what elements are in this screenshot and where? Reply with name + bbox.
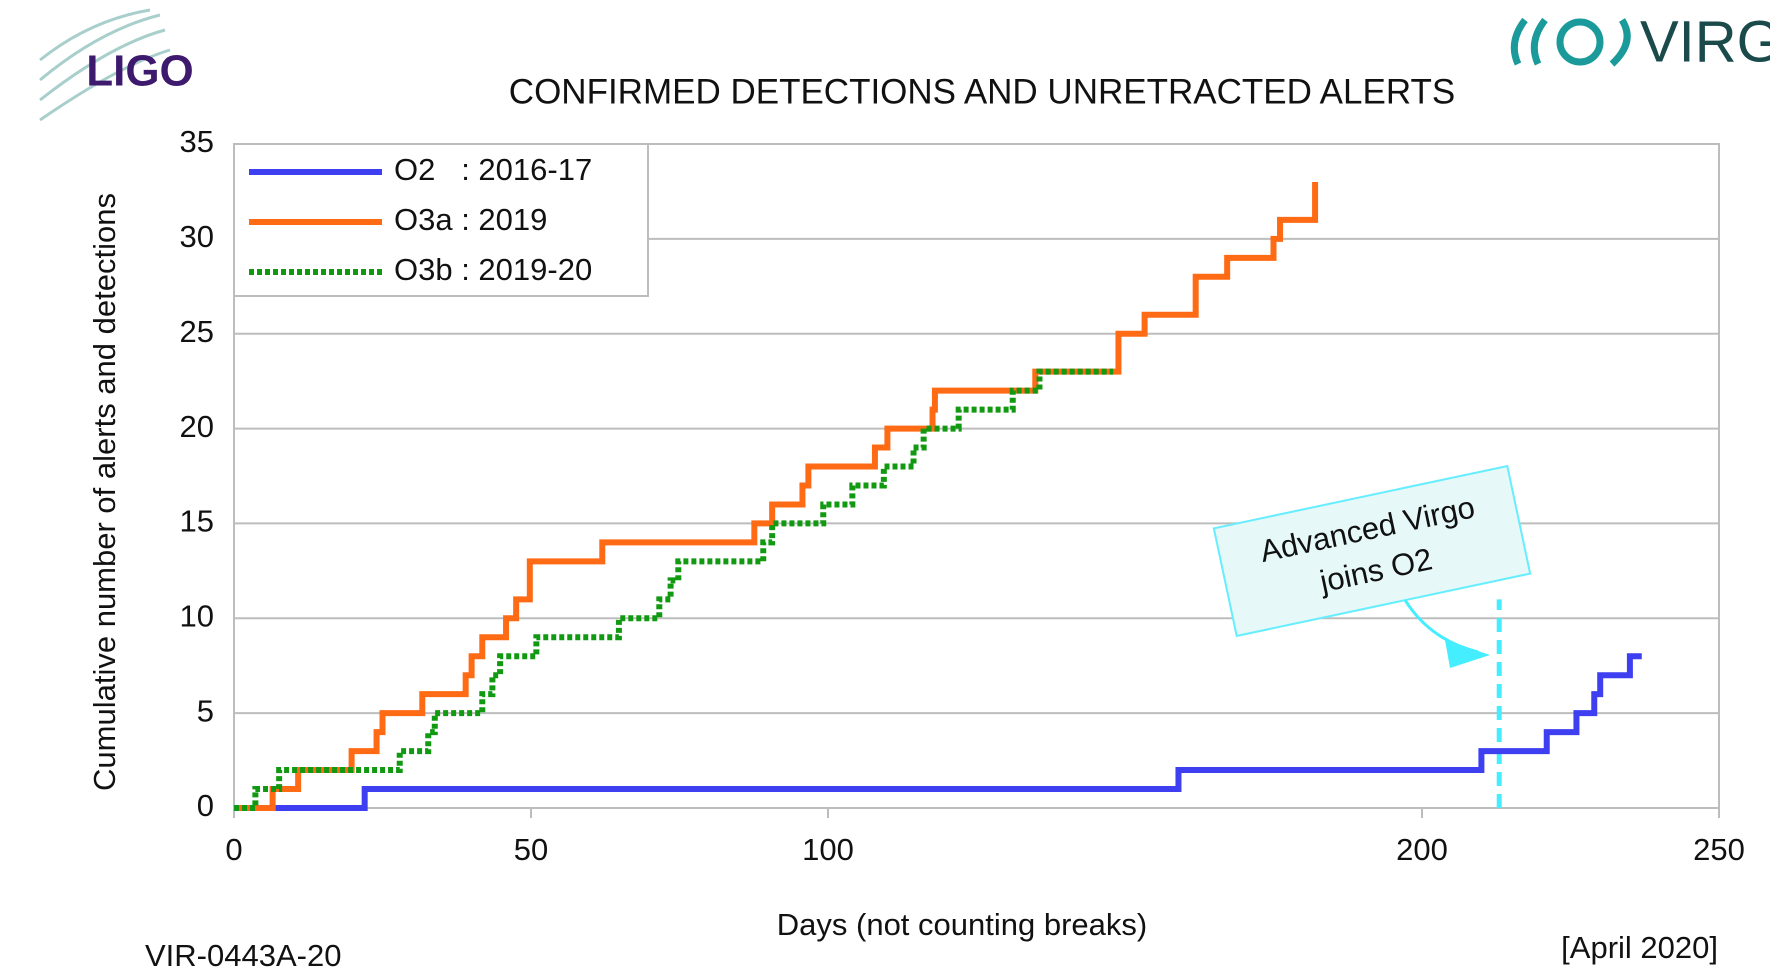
y-tick-label: 25	[180, 314, 214, 349]
series-line	[275, 653, 1642, 811]
y-tick-label: 20	[180, 409, 214, 444]
virgo-logo	[1510, 17, 1631, 67]
footer-right: [April 2020]	[1561, 930, 1718, 965]
y-tick-label: 15	[180, 504, 214, 539]
ligo-logo	[39, 8, 171, 122]
footer-left: VIR-0443A-20	[145, 938, 341, 973]
chart-title: CONFIRMED DETECTIONS AND UNRETRACTED ALE…	[509, 72, 1455, 111]
legend-label: O3a : 2019	[394, 202, 547, 237]
legend-label: O3b : 2019-20	[394, 252, 592, 287]
y-tick-label: 10	[180, 598, 214, 633]
x-tick-label: 100	[802, 832, 854, 867]
x-tick-label: 250	[1693, 832, 1745, 867]
x-tick-label: 0	[225, 832, 242, 867]
legend-label: O2 : 2016-17	[394, 152, 592, 187]
logo-ligo: LIGO	[86, 47, 194, 96]
y-tick-label: 30	[180, 219, 214, 254]
x-axis-label: Days (not counting breaks)	[777, 907, 1147, 942]
annotation-arrow	[1403, 599, 1479, 654]
x-tick-label: 50	[514, 832, 548, 867]
x-tick-label: 200	[1396, 832, 1448, 867]
series-line	[234, 181, 1319, 811]
y-tick-label: 0	[197, 788, 214, 823]
y-tick-label: 35	[180, 124, 214, 159]
y-tick-label: 5	[197, 693, 214, 728]
y-axis-label: Cumulative number of alerts and detectio…	[87, 193, 122, 791]
annotation-bg	[1212, 464, 1532, 638]
logo-virgo: VIRGO	[1640, 9, 1770, 74]
series-line	[234, 368, 1114, 811]
annotation-arrowhead	[1445, 640, 1490, 668]
